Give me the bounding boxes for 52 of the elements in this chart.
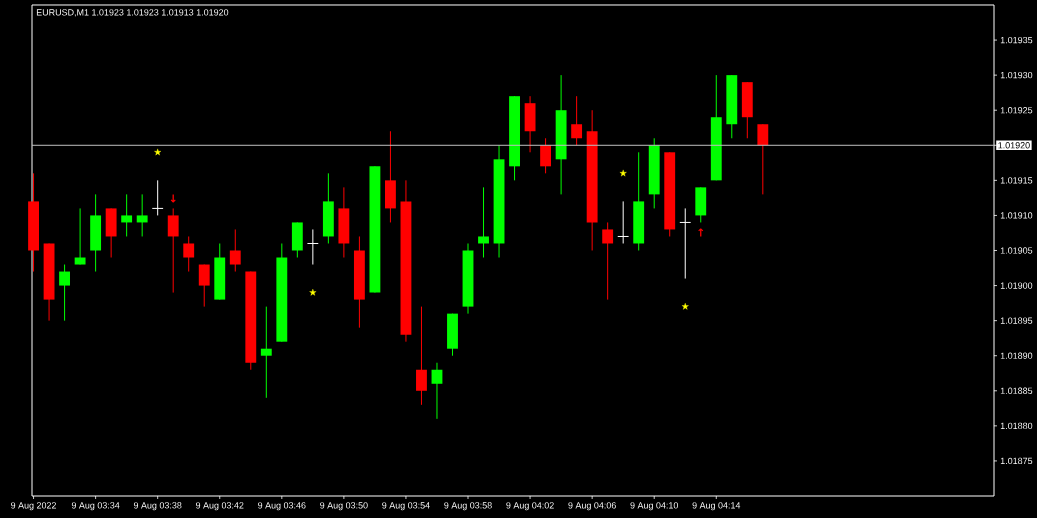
x-tick-label: 9 Aug 03:42 [195,502,244,511]
candlestick [602,221,614,301]
point [681,302,689,310]
candlestick [183,235,195,273]
x-tick-label: 9 Aug 04:14 [692,502,741,511]
point [154,148,162,156]
x-tick-label: 9 Aug 03:50 [320,502,368,511]
candlestick [198,264,210,308]
candlestick [59,264,71,322]
candlestick [151,179,164,216]
candlestick [757,123,769,195]
candlestick [74,207,86,266]
y-tick-label: 1.01915 [1000,177,1033,184]
y-tick-label: 1.01880 [1000,422,1033,430]
x-tick-label: 9 Aug 03:38 [133,502,182,511]
candlestick [431,362,443,420]
ref-line-label: 1.01920 [998,142,1030,149]
y-tick-label: 1.01930 [1000,71,1033,79]
candlestick [306,228,319,266]
annotation: ↓ [170,194,176,203]
candlestick [617,200,630,244]
x-tick-label: 9 Aug 03:54 [382,502,430,511]
x-tick-label: 9 Aug 03:58 [444,502,492,511]
candlestick [478,186,489,259]
candlestick [571,95,583,146]
candlestick [260,306,272,399]
candlestick [540,137,552,174]
y-tick-label: 1.01925 [1000,107,1033,114]
candlestick [229,228,241,273]
y-tick-label: 1.01890 [1000,352,1033,359]
candlestick [416,306,427,406]
x-tick-label: 9 Aug 03:46 [258,502,306,511]
y-tick-label: 1.01910 [1000,212,1033,219]
y-tick-label: 1.01935 [1000,36,1033,44]
y-tick-label: 1.01900 [1000,282,1033,289]
y-tick-label: 1.01895 [1000,317,1033,324]
candlestick [136,193,148,237]
y-tick-label: 1.01885 [1000,387,1033,394]
annotation: ↑ [698,228,704,237]
candlestick [679,207,692,280]
point [619,169,627,177]
x-tick-label: 9 Aug 04:10 [630,502,679,511]
chart-title: EURUSD,M1 1.01923 1.01923 1.01913 1.01920 [36,9,229,17]
point [309,288,317,296]
candlestick [167,207,179,294]
y-tick-label: 1.01905 [1000,247,1033,254]
candlestick [121,193,133,237]
x-tick-label: 9 Aug 03:34 [71,502,120,511]
x-tick-label: 9 Aug 2022 [11,502,57,511]
x-tick-label: 9 Aug 04:06 [568,502,616,511]
x-tick-label: 9 Aug 04:02 [506,502,554,511]
y-tick-label: 1.01875 [1000,457,1033,465]
